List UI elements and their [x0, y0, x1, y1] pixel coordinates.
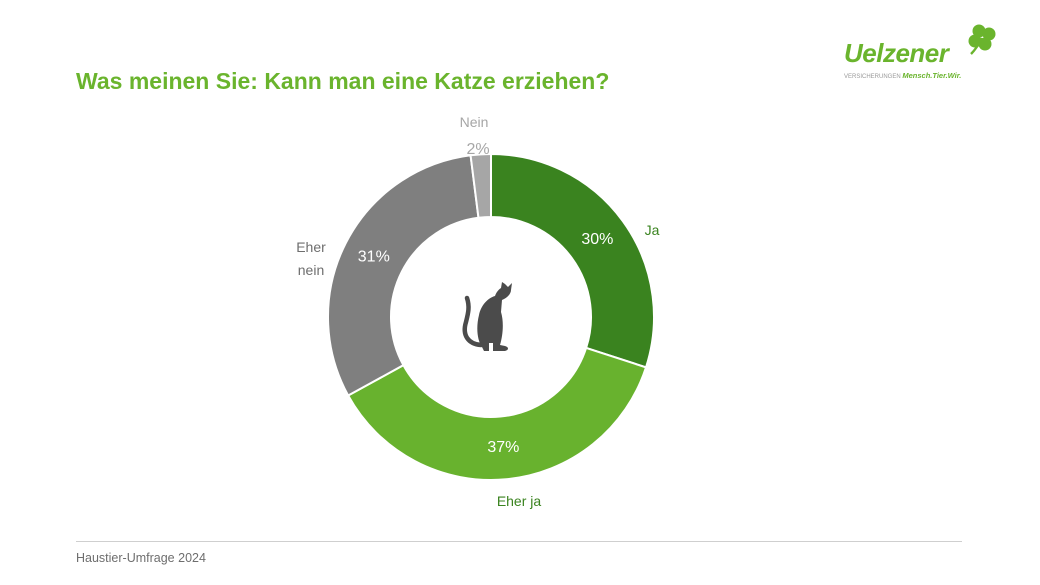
category-label-eher-nein: Eher nein — [296, 239, 326, 278]
logo-tagline: VERSICHERUNGEN Mensch.Tier.Wir. — [844, 71, 961, 80]
logo-tagline-strong: Mensch.Tier.Wir. — [902, 71, 962, 80]
category-label-ja: Ja — [645, 222, 660, 238]
brand-logo: Uelzener VERSICHERUNGEN Mensch.Tier.Wir. — [842, 22, 1002, 86]
logo-wordmark: Uelzener — [844, 38, 949, 68]
category-label-nein: Nein — [460, 114, 489, 130]
donut-slice-eher-nein — [327, 154, 480, 397]
donut-slice-nein — [469, 152, 492, 219]
data-label-eher-nein: 31% — [358, 249, 390, 266]
footer-divider — [76, 541, 962, 542]
donut-slice-ja — [490, 152, 655, 369]
data-label-eher-ja: 37% — [487, 439, 519, 456]
donut-slice-eher-ja — [346, 346, 648, 481]
page-title: Was meinen Sie: Kann man eine Katze erzi… — [76, 68, 610, 94]
data-label-nein: 2% — [466, 141, 489, 158]
clover-icon — [968, 24, 996, 55]
logo-tagline-prefix: VERSICHERUNGEN — [844, 74, 901, 80]
cat-icon — [462, 282, 512, 351]
data-label-ja: 30% — [581, 231, 613, 248]
category-label-eher-ja: Eher ja — [497, 493, 542, 509]
footer-source: Haustier-Umfrage 2024 — [76, 551, 206, 565]
